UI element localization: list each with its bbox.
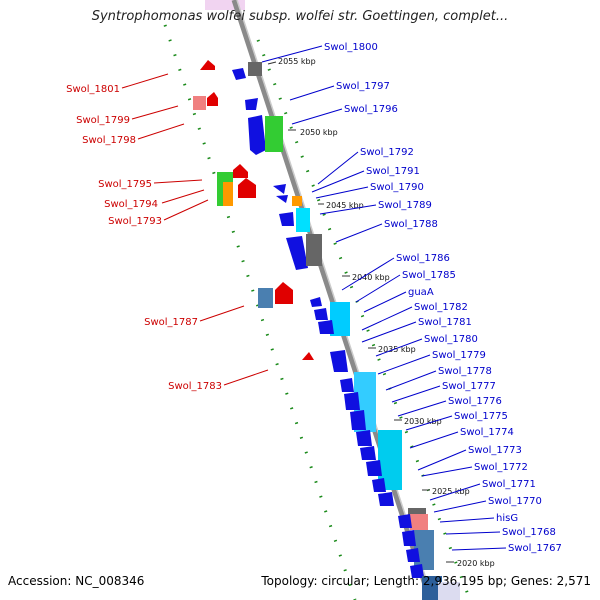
gene-block-swol-1785[interactable]	[314, 308, 328, 320]
gene-block-swol-1787b[interactable]	[275, 282, 293, 304]
kbp-label-2040: 2040 kbp	[352, 273, 390, 282]
gene-block-swol-1801[interactable]	[200, 60, 215, 70]
gene-label-swol-1797[interactable]: Swol_1797	[336, 81, 390, 92]
gene-label-swol-1774[interactable]: Swol_1774	[460, 427, 514, 438]
gene-block-guaA[interactable]	[330, 302, 350, 336]
gene-block-swol-1800-grey[interactable]	[248, 62, 262, 76]
gene-block-swol-1797[interactable]	[245, 98, 258, 110]
kbp-label-2020: 2020 kbp	[457, 559, 495, 568]
forward-leader-lines	[261, 45, 507, 551]
gene-label-swol-1768[interactable]: Swol_1768	[502, 527, 556, 538]
gene-label-swol-1785[interactable]: Swol_1785	[402, 270, 456, 281]
gene-label-swol-1799[interactable]: Swol_1799	[76, 115, 130, 126]
kbp-label-2050: 2050 kbp	[300, 128, 338, 137]
gene-label-swol-1767[interactable]: Swol_1767	[508, 543, 562, 554]
gene-block-swol-1788-grey[interactable]	[306, 234, 322, 266]
reverse-labels: Swol_1801 Swol_1799 Swol_1798 Swol_1795 …	[66, 84, 222, 392]
accession-text: Accession: NC_008346	[8, 574, 145, 588]
genome-backbone	[231, 0, 433, 600]
gene-block-swol-1788[interactable]	[286, 236, 308, 270]
gene-block-swol-1782[interactable]	[318, 320, 334, 334]
gene-block-swol-1796[interactable]	[248, 115, 266, 155]
gene-label-swol-1792[interactable]: Swol_1792	[360, 147, 414, 158]
gene-block-swol-1798[interactable]	[207, 92, 218, 106]
kbp-label-2030: 2030 kbp	[404, 417, 442, 426]
gene-label-swol-1798[interactable]: Swol_1798	[82, 135, 136, 146]
gene-block-bottom[interactable]	[422, 576, 442, 600]
gene-block-swol-1776[interactable]	[356, 430, 372, 446]
gene-block-swol-1789-cyan[interactable]	[296, 208, 310, 232]
gene-block-swol-1793[interactable]	[238, 178, 256, 198]
gene-block-swol-1767b[interactable]	[402, 530, 416, 546]
gene-label-swol-1795[interactable]: Swol_1795	[98, 179, 152, 190]
gene-block-swol-1771[interactable]	[378, 492, 394, 506]
gene-block-swol-1789[interactable]	[279, 212, 294, 226]
topology-text: Topology: circular; Length: 2,936,195 bp…	[261, 574, 591, 588]
gene-label-swol-1773[interactable]: Swol_1773	[468, 445, 522, 456]
gene-block-swol-1800[interactable]	[232, 68, 246, 80]
gene-block-swol-1791[interactable]	[276, 195, 288, 203]
gene-label-swol-1788[interactable]: Swol_1788	[384, 219, 438, 230]
gene-block-swol-1778[interactable]	[344, 392, 360, 410]
gene-label-swol-1775[interactable]: Swol_1775	[454, 411, 508, 422]
gene-label-swol-1771[interactable]: Swol_1771	[482, 479, 536, 490]
gene-label-swol-1780[interactable]: Swol_1780	[424, 334, 478, 345]
kbp-label-2055: 2055 kbp	[278, 57, 316, 66]
gene-label-swol-1789[interactable]: Swol_1789	[378, 200, 432, 211]
gene-block-hisG[interactable]	[410, 514, 428, 530]
gene-label-swol-1787[interactable]: Swol_1787	[144, 317, 198, 328]
gene-label-swol-1794[interactable]: Swol_1794	[104, 199, 158, 210]
gene-label-swol-1776[interactable]: Swol_1776	[448, 396, 502, 407]
gene-block-swol-1796-green[interactable]	[265, 116, 283, 152]
gene-label-swol-1772[interactable]: Swol_1772	[474, 462, 528, 473]
gene-block-swol-1794[interactable]	[223, 182, 233, 206]
gene-block-swol-1780[interactable]	[340, 378, 354, 392]
top-fade-block	[205, 0, 245, 10]
gene-block-swol-1772[interactable]	[372, 478, 386, 492]
gene-block-swol-1767c[interactable]	[406, 548, 420, 562]
gene-label-swol-1781[interactable]: Swol_1781	[418, 317, 472, 328]
gene-label-swol-1777[interactable]: Swol_1777	[442, 381, 496, 392]
gene-block-swol-1787[interactable]	[258, 288, 273, 308]
gene-block-swol-1767a[interactable]	[398, 514, 412, 528]
gene-label-swol-1791[interactable]: Swol_1791	[366, 166, 420, 177]
gene-block-swol-1775[interactable]	[360, 446, 376, 460]
gene-label-hisG[interactable]: hisG	[496, 513, 518, 524]
gene-block-swol-1767d[interactable]	[410, 564, 424, 578]
gene-block-swol-1799[interactable]	[193, 96, 206, 110]
genome-backbone-shadow	[236, 0, 434, 600]
gene-label-swol-1786[interactable]: Swol_1786	[396, 253, 450, 264]
forward-labels: Swol_1800 Swol_1797 Swol_1796 Swol_1792 …	[324, 42, 562, 554]
gene-block-swol-1781[interactable]	[330, 350, 348, 372]
gene-block-swol-1786[interactable]	[310, 297, 322, 307]
gene-label-swol-1770[interactable]: Swol_1770	[488, 496, 542, 507]
gene-label-swol-1783[interactable]: Swol_1783	[168, 381, 222, 392]
gene-block-swol-1790[interactable]	[292, 196, 302, 206]
kbp-label-2025: 2025 kbp	[432, 487, 470, 496]
gene-label-guaA[interactable]: guaA	[408, 287, 434, 298]
gene-block-swol-1792[interactable]	[273, 184, 286, 194]
gene-label-swol-1782[interactable]: Swol_1782	[414, 302, 468, 313]
gene-block-swol-1773[interactable]	[366, 460, 382, 476]
genome-title: Syntrophomonas wolfei subsp. wolfei str.…	[91, 9, 509, 24]
gene-block-bottom-fade	[438, 582, 460, 600]
gene-label-swol-1779[interactable]: Swol_1779	[432, 350, 486, 361]
kbp-label-2045: 2045 kbp	[326, 201, 364, 210]
gene-label-swol-1801[interactable]: Swol_1801	[66, 84, 120, 95]
reverse-leader-lines	[121, 73, 269, 386]
gene-label-swol-1793[interactable]: Swol_1793	[108, 216, 162, 227]
gene-block-swol-1777[interactable]	[350, 410, 366, 430]
gene-label-swol-1800[interactable]: Swol_1800	[324, 42, 378, 53]
gene-block-swol-1795-cap[interactable]	[233, 164, 248, 178]
gene-label-swol-1790[interactable]: Swol_1790	[370, 182, 424, 193]
gene-label-swol-1796[interactable]: Swol_1796	[344, 104, 398, 115]
gene-block-swol-1783[interactable]	[302, 352, 314, 360]
kbp-ticks: 2055 kbp 2050 kbp 2045 kbp 2040 kbp 2035…	[267, 57, 495, 568]
kbp-label-2035: 2035 kbp	[378, 345, 416, 354]
gene-label-swol-1778[interactable]: Swol_1778	[438, 366, 492, 377]
